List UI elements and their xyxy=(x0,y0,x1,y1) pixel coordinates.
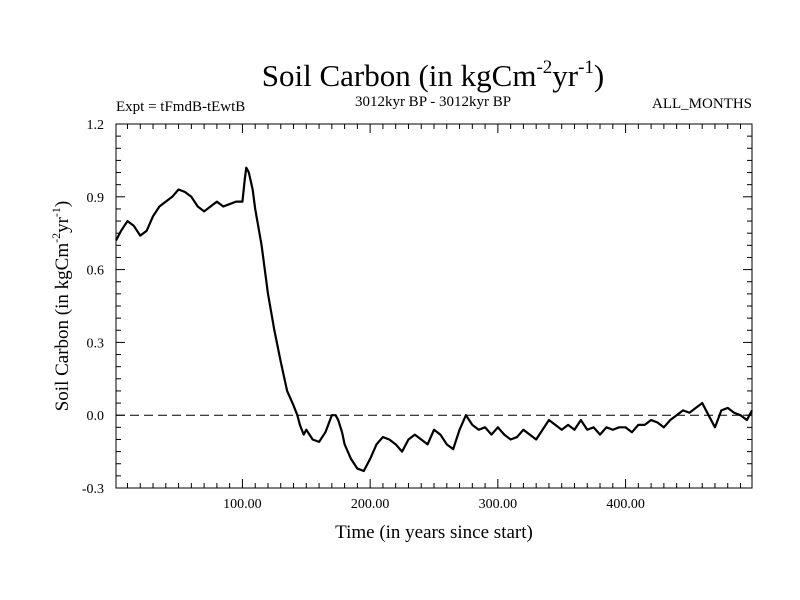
experiment-label: Expt = tFmdB-tEwtB xyxy=(116,99,245,115)
chart-title: Soil Carbon (in kgCm-2yr-1) xyxy=(262,57,605,93)
axis-ticks xyxy=(116,123,752,489)
x-tick-label: 200.00 xyxy=(351,497,390,512)
data-series-line xyxy=(115,166,753,473)
months-label: ALL_MONTHS xyxy=(652,96,752,112)
time-range-label: 3012kyr BP - 3012kyr BP xyxy=(355,94,511,110)
y-axis-label: Soil Carbon (in kgCm-2yr-1) xyxy=(49,201,73,412)
x-tick-label: 400.00 xyxy=(606,497,645,512)
plot-frame xyxy=(115,123,753,489)
y-tick-label: 0.3 xyxy=(87,336,105,351)
y-tick-label: 0.0 xyxy=(87,409,105,424)
y-tick-label: -0.3 xyxy=(82,482,104,497)
y-tick-label: 1.2 xyxy=(87,118,105,133)
axis-tick-labels: 100.00 200.00 300.00 400.00 -0.3 0.0 0.3 0.6 0.9… xyxy=(82,118,645,512)
y-tick-label: 0.6 xyxy=(87,264,105,279)
y-tick-label: 0.9 xyxy=(87,191,105,206)
x-tick-label: 300.00 xyxy=(479,497,518,512)
x-axis-label: Time (in years since start) xyxy=(335,522,533,543)
x-tick-label: 100.00 xyxy=(223,497,262,512)
